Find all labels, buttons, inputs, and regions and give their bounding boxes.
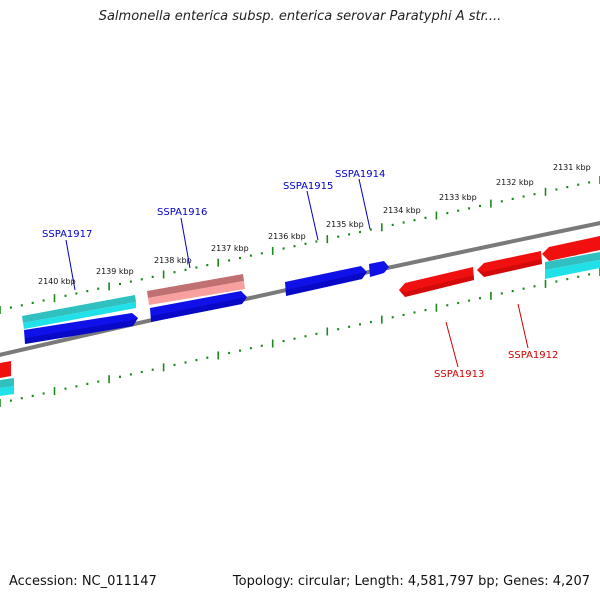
gene-label-reverse[interactable]: SSPA1913	[434, 369, 484, 380]
scale-label: 2139 kbp	[96, 267, 134, 276]
feature-cyan-2[interactable]	[545, 252, 600, 279]
scale-label: 2140 kbp	[38, 277, 76, 286]
cds-reverse-4[interactable]	[0, 361, 11, 378]
scale-label: 2137 kbp	[211, 244, 249, 253]
scale-label: 2134 kbp	[383, 206, 421, 215]
gene-label-forward[interactable]: SSPA1915	[283, 181, 333, 192]
genome-stats-label: Topology: circular; Length: 4,581,797 bp…	[232, 574, 590, 589]
gene-label-reverse[interactable]: SSPA1912	[508, 350, 558, 361]
scale-label: 2136 kbp	[268, 232, 306, 241]
inner-scale-ruler	[0, 268, 600, 407]
cds-reverse-2[interactable]	[477, 251, 542, 277]
gene-label-forward[interactable]: SSPA1917	[42, 229, 92, 240]
genome-title: Salmonella enterica subsp. enterica sero…	[98, 9, 502, 24]
cds-reverse-1[interactable]	[399, 267, 474, 297]
accession-label: Accession: NC_011147	[9, 574, 157, 589]
cds-forward-4[interactable]	[369, 261, 389, 277]
scale-label: 2135 kbp	[326, 220, 364, 229]
cds-forward-3[interactable]	[285, 266, 367, 296]
scale-label: 2132 kbp	[496, 178, 534, 187]
gene-label-leaders	[65, 178, 529, 368]
gene-labels: SSPA1917 SSPA1916 SSPA1915 SSPA1914 SSPA…	[42, 169, 558, 380]
scale-label: 2131 kbp	[553, 163, 591, 172]
feature-cyan-1[interactable]	[22, 295, 136, 329]
feature-cyan-3[interactable]	[0, 378, 14, 396]
cds-reverse-3[interactable]	[542, 236, 600, 261]
gene-label-forward[interactable]: SSPA1916	[157, 207, 207, 218]
scale-labels: 2131 kbp 2132 kbp 2133 kbp 2134 kbp 2135…	[38, 163, 591, 286]
cds-forward-1[interactable]	[24, 313, 138, 344]
outer-scale-ruler	[0, 176, 600, 314]
scale-label: 2133 kbp	[439, 193, 477, 202]
scale-label: 2138 kbp	[154, 256, 192, 265]
gene-label-forward[interactable]: SSPA1914	[335, 169, 385, 180]
cds-forward-2[interactable]	[150, 291, 247, 322]
feature-pink[interactable]	[147, 274, 245, 305]
